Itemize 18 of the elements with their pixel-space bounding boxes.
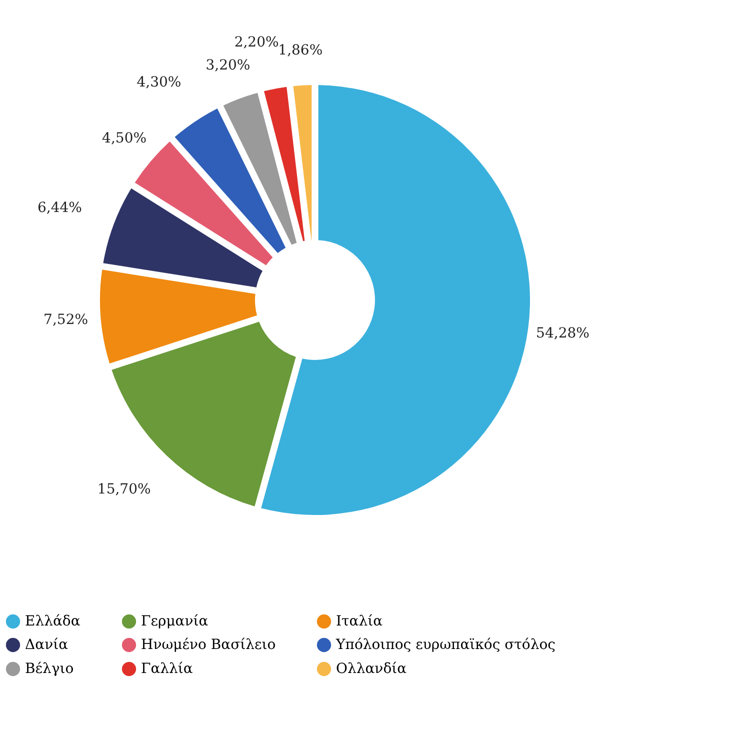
- legend-label: Υπόλοιπος ευρωπαϊκός στόλος: [335, 637, 556, 653]
- legend-label: Βέλγιο: [25, 661, 74, 677]
- data-label: 3,20%: [206, 58, 250, 74]
- data-label: 4,30%: [136, 74, 182, 90]
- legend-label: Ηνωμένο Βασίλειο: [141, 637, 276, 653]
- legend-label: Ολλανδία: [336, 661, 408, 677]
- legend-label: Γαλλία: [141, 661, 194, 677]
- data-label: 7,52%: [44, 312, 88, 328]
- data-label: 6,44%: [37, 200, 82, 216]
- data-label: 54,28%: [536, 326, 590, 342]
- legend-label: Δανία: [25, 637, 69, 653]
- data-label: 15,70%: [97, 482, 151, 498]
- legend-label: Γερμανία: [141, 613, 209, 630]
- data-label: 1,86%: [278, 42, 323, 58]
- data-label: 4,50%: [102, 130, 147, 146]
- legend-label: Ελλάδα: [25, 613, 81, 630]
- data-label: 2,20%: [234, 34, 279, 51]
- legend-label: Ιταλία: [336, 613, 384, 630]
